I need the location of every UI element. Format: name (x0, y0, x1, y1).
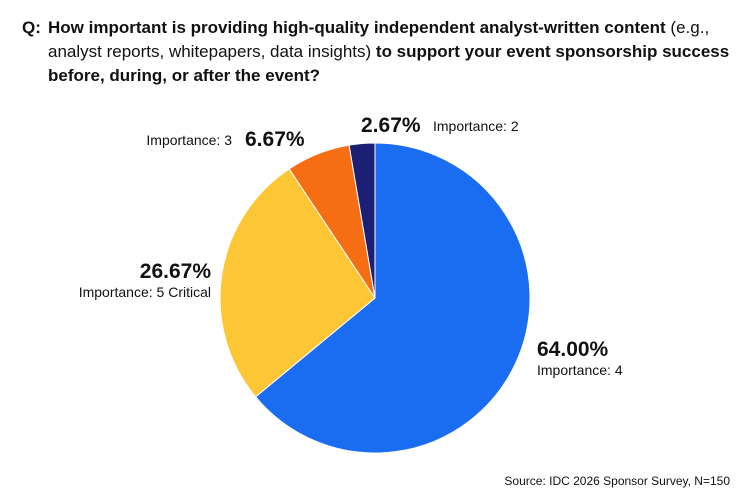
pct-label-importance-5: 26.67% (140, 260, 212, 283)
category-label-importance-3: Importance: 3 (146, 132, 232, 148)
question-part-3: to support your event sponsorship succes… (48, 42, 730, 85)
pct-label-importance-2: 2.67% (361, 114, 421, 137)
question-text: How important is providing high-quality … (48, 16, 737, 88)
pie-slice-importance-4 (254, 142, 531, 454)
question-prefix: Q: (22, 18, 41, 37)
category-label-importance-2: Importance: 2 (433, 118, 519, 134)
question-part-2: (e.g., analyst reports, whitepapers, dat… (48, 18, 710, 61)
category-label-importance-4: Importance: 4 (537, 362, 623, 378)
pie-slices (219, 142, 531, 454)
pct-label-importance-4: 64.00% (537, 338, 609, 361)
source-note: Source: IDC 2026 Sponsor Survey, N=150 (504, 474, 730, 488)
question: Q: How important is providing high-quali… (22, 16, 737, 88)
pie-slice-importance-2 (348, 142, 376, 299)
pct-label-importance-3: 6.67% (245, 128, 305, 151)
pie-slice-importance-5 (219, 168, 376, 398)
category-label-importance-5: Importance: 5 Critical (79, 284, 211, 300)
question-part-1: How important is providing high-quality … (48, 18, 666, 37)
